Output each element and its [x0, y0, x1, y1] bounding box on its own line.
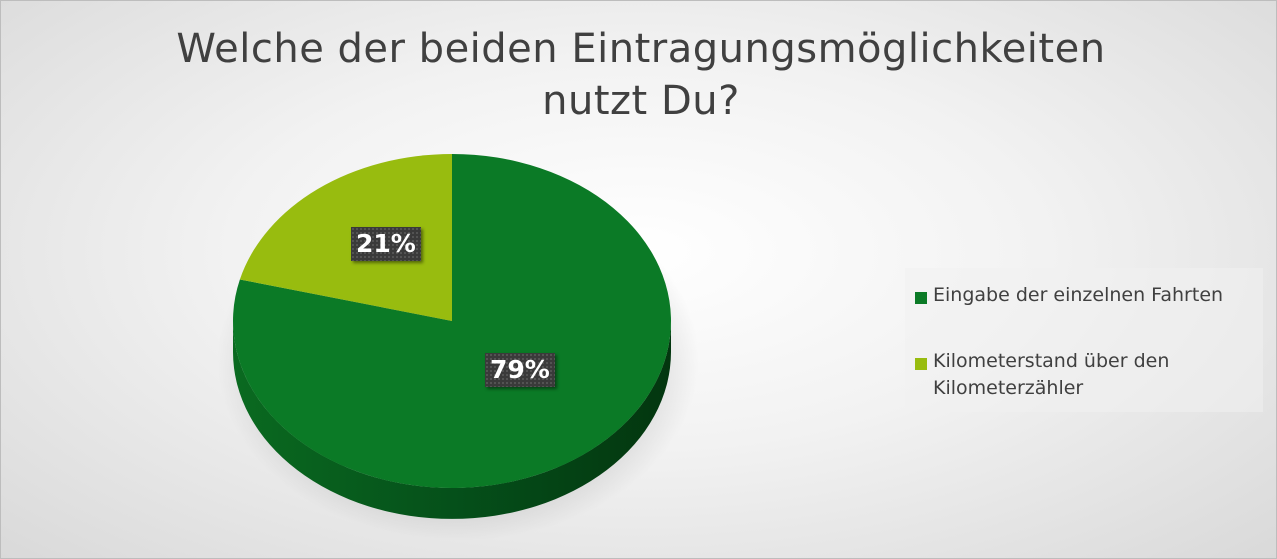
legend-swatch-fahrten: [915, 292, 927, 304]
chart-title-line-1: Welche der beiden Eintragungsmöglichkeit…: [176, 26, 1106, 72]
legend-item-kilometerstand: Kilometerstand über den Kilometerzähler: [915, 348, 1263, 402]
legend-swatch-kilometerstand: [915, 358, 927, 370]
legend: Eingabe der einzelnen Fahrten Kilometers…: [905, 268, 1263, 412]
chart-title: Welche der beiden Eintragungsmöglichkeit…: [91, 23, 1191, 127]
chart-title-line-2: nutzt Du?: [542, 78, 740, 124]
legend-label-fahrten-line-1: Eingabe der einzelnen Fahrten: [933, 284, 1224, 306]
legend-label-kilometerstand: Kilometerstand über den Kilometerzähler: [933, 348, 1263, 402]
data-label-slice-2: 21%: [351, 227, 421, 261]
slice-kilometerstand: [239, 154, 452, 321]
legend-label-kilometerstand-line-2: Kilometerzähler: [933, 377, 1084, 399]
slice-fahrten-side: [233, 321, 671, 519]
legend-label-fahrten: Eingabe der einzelnen Fahrten: [933, 282, 1263, 309]
data-label-slice-1: 79%: [485, 353, 555, 387]
legend-label-kilometerstand-line-1: Kilometerstand über den: [933, 350, 1170, 372]
legend-item-fahrten: Eingabe der einzelnen Fahrten: [915, 282, 1263, 309]
